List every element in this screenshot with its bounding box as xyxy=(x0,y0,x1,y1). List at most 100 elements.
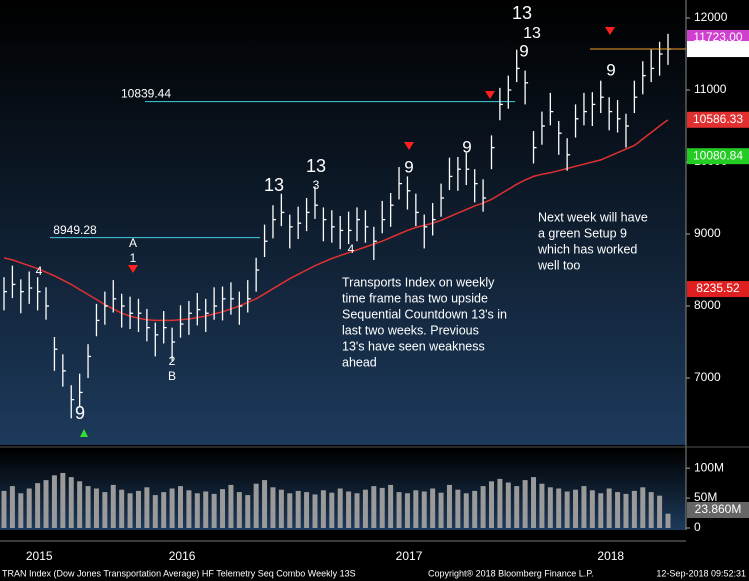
volume-bar xyxy=(220,489,226,528)
note-line: last two weeks. Previous xyxy=(342,323,479,337)
volume-bar xyxy=(606,488,612,528)
volume-bar xyxy=(615,492,621,528)
volume-bar xyxy=(581,486,587,528)
footer-right: 12-Sep-2018 09:52:31 xyxy=(656,568,746,578)
volume-bar xyxy=(270,487,276,528)
volume-bar xyxy=(211,493,217,528)
level-label: 8949.28 xyxy=(53,223,97,237)
volume-bar xyxy=(388,484,394,528)
volume-bar xyxy=(144,487,150,528)
volume-bar xyxy=(337,488,343,528)
price-marker-label: 8235.52 xyxy=(696,281,740,295)
volume-bar xyxy=(253,483,259,528)
volume-bar xyxy=(18,493,24,528)
note-line: well too xyxy=(537,258,580,272)
volume-bar xyxy=(354,493,360,528)
volume-bar xyxy=(1,490,7,528)
annotation: 3 xyxy=(313,178,320,192)
volume-bar xyxy=(472,490,478,528)
ma-marker xyxy=(687,111,749,128)
volume-bar xyxy=(657,495,663,528)
note-line: Next week will have xyxy=(538,210,648,224)
volume-bar xyxy=(60,472,66,528)
volume-bar xyxy=(539,483,545,528)
volume-bar xyxy=(194,493,200,528)
annotation: 9 xyxy=(75,403,85,423)
volume-bar xyxy=(488,481,494,528)
volume-bar xyxy=(446,484,452,528)
volume-bar xyxy=(379,487,385,528)
volume-bar xyxy=(186,490,192,528)
volume-bar xyxy=(35,483,41,528)
note-line: time frame has two upside xyxy=(342,291,488,305)
annotation: 13 xyxy=(512,3,532,23)
volume-bar xyxy=(514,486,520,528)
volume-bar xyxy=(85,486,91,528)
y-tick-label: 12000 xyxy=(694,10,728,24)
volume-bar xyxy=(598,493,604,528)
price-marker-label: 10080.84 xyxy=(693,148,743,162)
volume-bar xyxy=(102,492,108,528)
volume-bar xyxy=(531,477,537,528)
volume-bar xyxy=(404,493,410,528)
volume-bar xyxy=(623,493,629,528)
annotation: 9 xyxy=(606,60,615,79)
annotation: 2 xyxy=(169,354,176,368)
volume-tick-label: 100M xyxy=(694,460,724,474)
ma-marker-label: 10586.33 xyxy=(693,112,743,126)
y-tick-label: 11000 xyxy=(694,82,727,96)
volume-bar xyxy=(278,489,284,528)
volume-bar xyxy=(564,491,570,528)
x-tick-label: 2016 xyxy=(169,549,196,563)
volume-bar xyxy=(320,490,326,528)
volume-bar xyxy=(119,489,125,528)
volume-bar xyxy=(371,486,377,528)
note-line: Transports Index on weekly xyxy=(342,275,495,289)
annotation: 9 xyxy=(404,157,413,176)
volume-bar xyxy=(152,495,158,528)
volume-bar xyxy=(497,478,503,528)
volume-bar xyxy=(161,492,167,528)
volume-bar xyxy=(51,475,57,528)
annotation: A xyxy=(129,236,137,250)
note-line: Sequential Countdown 13's in xyxy=(342,307,507,321)
volume-bar xyxy=(228,484,234,528)
annotation: 4 xyxy=(36,264,43,278)
volume-bar xyxy=(421,491,427,528)
volume-bar xyxy=(413,490,419,528)
volume-bar xyxy=(463,493,469,528)
volume-bar xyxy=(346,491,352,528)
volume-bar xyxy=(245,495,251,528)
volume-tick-label: 0 xyxy=(694,520,701,534)
footer-center: Copyright® 2018 Bloomberg Finance L.P. xyxy=(428,568,594,578)
volume-bar xyxy=(304,492,310,528)
annotation: 9 xyxy=(462,137,471,156)
volume-bar xyxy=(127,493,133,528)
volume-bar xyxy=(396,492,402,528)
note-line: which has worked xyxy=(537,242,637,256)
volume-bar xyxy=(9,486,15,528)
volume-bar xyxy=(547,487,553,528)
x-tick-label: 2018 xyxy=(597,549,624,563)
y-tick-label: 8000 xyxy=(694,298,721,312)
volume-bar xyxy=(505,482,511,528)
level-label: 10839.44 xyxy=(121,87,171,101)
moving-average xyxy=(3,119,669,322)
volume-bar xyxy=(480,486,486,528)
last-price-label: 11568.77 xyxy=(693,41,742,55)
volume-marker-label: 23.860M xyxy=(695,502,742,516)
volume-bar xyxy=(135,490,141,528)
last-price xyxy=(687,41,749,58)
footer-left: TRAN Index (Dow Jones Transportation Ave… xyxy=(2,568,356,578)
arrow xyxy=(404,142,414,150)
annotation: 4 xyxy=(348,242,355,256)
volume-bar xyxy=(522,480,528,528)
volume-bar xyxy=(26,488,32,528)
annotation: 13 xyxy=(306,156,326,176)
annotation: 13 xyxy=(264,175,284,195)
volume-bar xyxy=(573,489,579,528)
volume-bar xyxy=(295,490,301,528)
price-panel xyxy=(0,0,686,445)
note-line: a green Setup 9 xyxy=(538,226,627,240)
